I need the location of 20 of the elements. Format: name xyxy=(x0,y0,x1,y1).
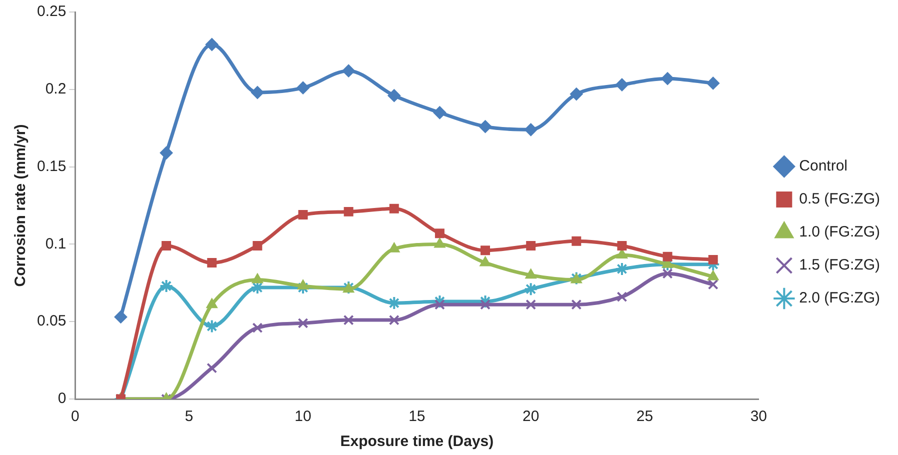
legend-label: 1.0 (FG:ZG) xyxy=(799,224,880,241)
legend-label: 0.5 (FG:ZG) xyxy=(799,190,880,208)
x-tick-label: 5 xyxy=(184,408,194,426)
legend-label: Control xyxy=(799,158,848,175)
y-tick-label: 0.25 xyxy=(36,3,66,20)
y-tick-label: 0 xyxy=(58,390,66,408)
y-tick-label: 0.1 xyxy=(45,235,66,252)
legend-label: 2.0 (FG:ZG) xyxy=(799,290,880,307)
legend-label: 1.5 (FG:ZG) xyxy=(799,256,880,274)
y-tick-label: 0.2 xyxy=(45,80,66,98)
x-axis-title: Exposure time (Days) xyxy=(340,433,494,450)
x-tick-label: 25 xyxy=(636,408,654,426)
x-tick-label: 30 xyxy=(750,408,768,426)
x-tick-label: 10 xyxy=(294,408,312,426)
x-tick-label: 0 xyxy=(71,408,80,426)
y-axis-title: Corrosion rate (mm/yr) xyxy=(12,124,30,287)
x-tick-label: 15 xyxy=(408,408,426,426)
y-tick-label: 0.15 xyxy=(36,158,66,175)
y-tick-label: 0.05 xyxy=(36,312,66,330)
x-tick-label: 20 xyxy=(522,408,540,426)
